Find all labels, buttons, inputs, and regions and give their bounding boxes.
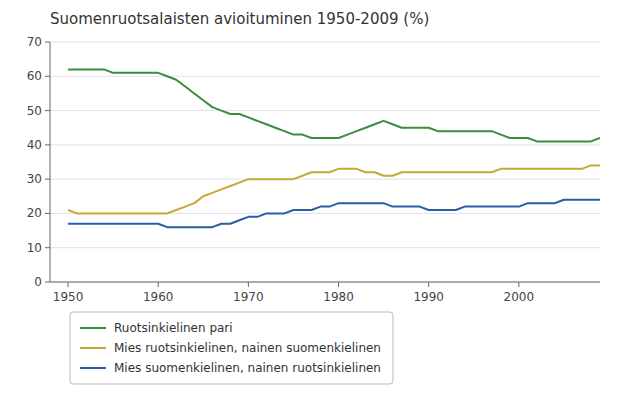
grid-line: [50, 42, 600, 43]
line: [68, 200, 600, 227]
legend-swatch: [80, 327, 106, 329]
chart: Suomenruotsalaisten avioituminen 1950-20…: [0, 0, 624, 413]
y-axis: [50, 42, 51, 282]
legend-box: [70, 312, 393, 384]
y-tick-label: 10: [27, 241, 42, 255]
x-tick: [428, 282, 429, 287]
x-tick-label: 2000: [504, 290, 535, 304]
grid-line: [50, 247, 600, 248]
grid-line: [50, 282, 600, 283]
legend-swatch: [80, 347, 106, 349]
y-tick: [45, 110, 50, 111]
y-tick: [45, 213, 50, 214]
title: Suomenruotsalaisten avioituminen 1950-20…: [50, 10, 429, 28]
x-tick-label: 1970: [233, 290, 264, 304]
x-tick: [518, 282, 519, 287]
x-tick: [158, 282, 159, 287]
grid-line: [50, 144, 600, 145]
y-tick-label: 20: [27, 206, 42, 220]
series-group: [68, 69, 600, 227]
y-tick-label: 70: [27, 35, 42, 49]
grid: [50, 42, 600, 282]
y-tick-label: 30: [27, 172, 42, 186]
y-tick-label: 50: [27, 104, 42, 118]
legend: Ruotsinkielinen pari Mies ruotsinkielinen…: [70, 312, 393, 384]
x-tick-label: 1950: [53, 290, 84, 304]
y-tick: [45, 42, 50, 43]
x-tick: [248, 282, 249, 287]
grid-line: [50, 179, 600, 180]
grid-line: [50, 110, 600, 111]
y-tick-label: 60: [27, 69, 42, 83]
y-tick: [45, 179, 50, 180]
y-tick: [45, 282, 50, 283]
x-tick-label: 1980: [323, 290, 354, 304]
y-tick: [45, 144, 50, 145]
x-axis: [50, 282, 600, 283]
x-tick-label: 1990: [413, 290, 444, 304]
y-tick-label: 40: [27, 138, 42, 152]
x-tick: [338, 282, 339, 287]
line: [68, 69, 600, 141]
legend-label: Mies suomenkielinen, nainen ruotsinkieli…: [114, 361, 381, 375]
x-tick: [68, 282, 69, 287]
legend-swatch: [80, 367, 106, 369]
legend-label: Ruotsinkielinen pari: [114, 321, 233, 335]
y-tick: [45, 247, 50, 248]
legend-label: Mies ruotsinkielinen, nainen suomenkieli…: [114, 341, 381, 355]
x-tick-label: 1960: [143, 290, 174, 304]
y-tick: [45, 76, 50, 77]
grid-line: [50, 76, 600, 77]
y-tick-label: 0: [34, 275, 42, 289]
